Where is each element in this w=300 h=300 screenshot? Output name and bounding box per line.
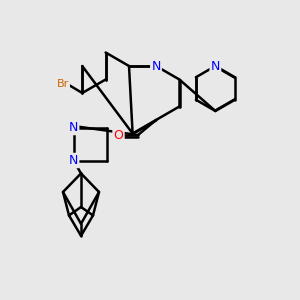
Text: N: N [69, 154, 78, 167]
Text: N: N [211, 59, 220, 73]
Text: O: O [114, 128, 123, 142]
Text: N: N [151, 59, 161, 73]
Text: N: N [69, 121, 78, 134]
Text: Br: Br [57, 79, 69, 89]
